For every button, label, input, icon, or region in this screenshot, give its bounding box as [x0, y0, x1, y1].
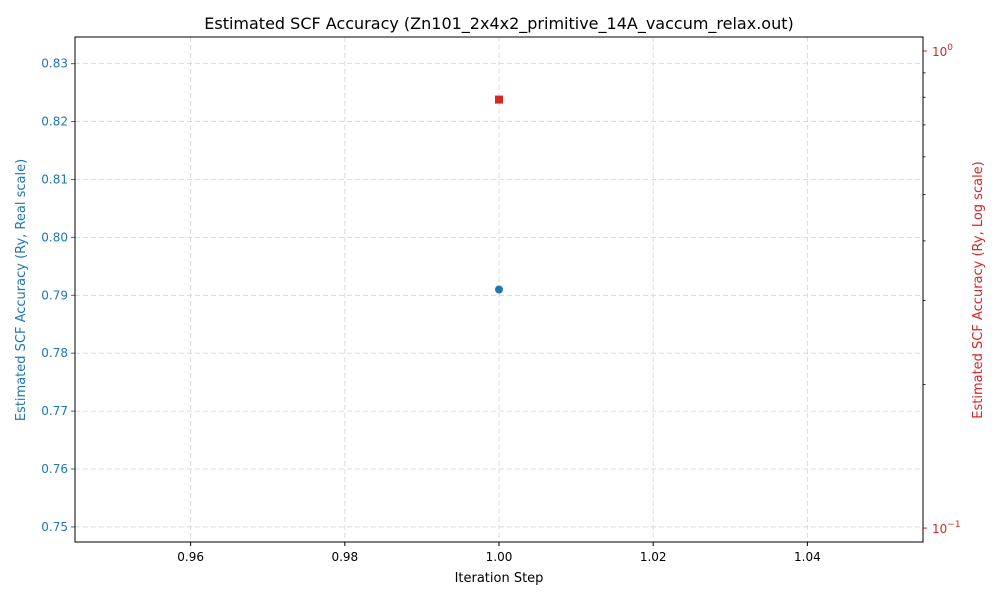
left-y-tick-label: 0.78 [41, 346, 68, 360]
grid [75, 37, 923, 542]
data-marks [495, 95, 503, 294]
right-y-axis-ticks: 10−1 100 [923, 43, 961, 536]
x-tick-label: 1.04 [794, 550, 821, 564]
x-tick-label: 1.02 [640, 550, 667, 564]
plot-frame [74, 36, 924, 543]
left-y-tick-label: 0.79 [41, 288, 68, 302]
left-y-tick-label: 0.82 [41, 115, 68, 129]
left-y-axis-label: Estimated SCF Accuracy (Ry, Real scale) [14, 159, 29, 421]
x-tick-label: 0.96 [177, 550, 204, 564]
left-series-point [495, 285, 503, 294]
x-axis-label: Iteration Step [455, 571, 544, 586]
x-tick-label: 0.98 [331, 550, 358, 564]
right-y-tick-label: 10−1 [932, 520, 961, 536]
left-y-tick-label: 0.77 [41, 404, 68, 418]
left-y-tick-label: 0.83 [41, 57, 68, 71]
right-series-point [495, 95, 503, 104]
left-y-axis-ticks: 0.75 0.76 0.77 0.78 0.79 0.80 0.81 0.82 0.83 [41, 57, 75, 534]
right-y-tick-label: 100 [932, 43, 953, 59]
x-tick-label: 1.00 [486, 550, 513, 564]
left-y-tick-label: 0.76 [41, 462, 68, 476]
left-y-tick-label: 0.80 [41, 230, 68, 244]
chart-title: Estimated SCF Accuracy (Zn101_2x4x2_prim… [204, 14, 793, 34]
right-y-axis-label: Estimated SCF Accuracy (Ry, Log scale) [971, 161, 986, 419]
left-y-tick-label: 0.75 [41, 520, 68, 534]
x-axis-ticks: 0.96 0.98 1.00 1.02 1.04 [177, 542, 821, 564]
left-y-tick-label: 0.81 [41, 172, 68, 186]
